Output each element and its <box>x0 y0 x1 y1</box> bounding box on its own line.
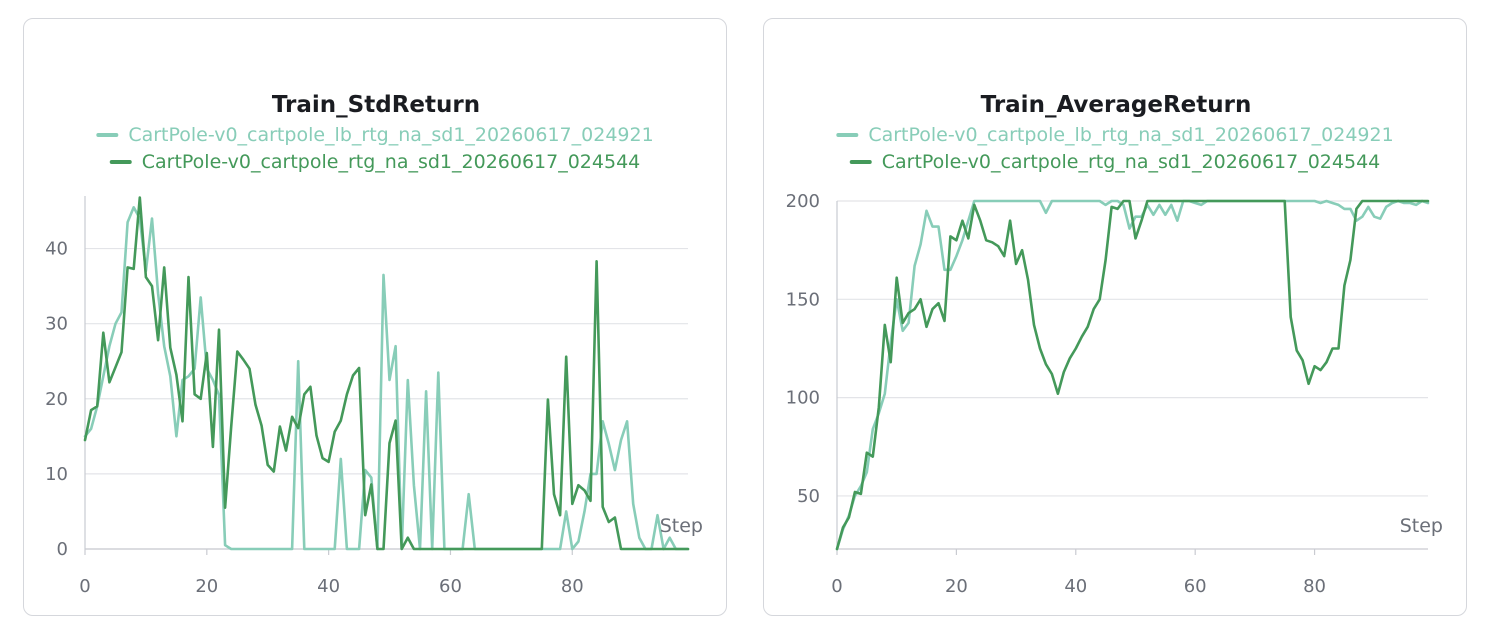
x-tick-label: 0 <box>831 576 842 597</box>
y-tick-label: 30 <box>45 314 68 335</box>
average-return-chart: Train_AverageReturn CartPole-v0_cartpole_… <box>786 92 1443 597</box>
chart-title: Train_AverageReturn <box>981 92 1252 118</box>
x-axis-label: Step <box>1400 515 1443 537</box>
y-tick-label: 200 <box>786 191 820 212</box>
x-tick-label: 0 <box>79 576 90 597</box>
x-tick-label: 80 <box>1303 576 1326 597</box>
y-tick-label: 100 <box>786 388 820 409</box>
series-line-2 <box>83 196 690 551</box>
x-axis-label: Step <box>660 515 703 537</box>
y-tick-label: 40 <box>45 239 68 260</box>
series-line-1 <box>835 199 1430 551</box>
chart-panel-average-return[interactable]: Train_AverageReturn CartPole-v0_cartpole_… <box>763 18 1467 616</box>
x-tick-label: 60 <box>1184 576 1207 597</box>
legend-item[interactable]: CartPole-v0_cartpole_rtg_na_sd1_20260617… <box>109 151 641 173</box>
legend-item[interactable]: CartPole-v0_cartpole_lb_rtg_na_sd1_20260… <box>96 124 654 146</box>
legend-label: CartPole-v0_cartpole_rtg_na_sd1_20260617… <box>882 151 1381 173</box>
x-tick-label: 60 <box>439 576 462 597</box>
legend-item[interactable]: CartPole-v0_cartpole_lb_rtg_na_sd1_20260… <box>836 124 1394 146</box>
y-tick-label: 150 <box>786 289 820 310</box>
x-tick-label: 40 <box>1064 576 1087 597</box>
legend-label: CartPole-v0_cartpole_lb_rtg_na_sd1_20260… <box>868 124 1393 146</box>
chart-panel-std-return[interactable]: Train_StdReturn CartPole-v0_cartpole_lb_r… <box>23 18 727 616</box>
y-tick-label: 0 <box>57 539 68 560</box>
x-tick-label: 20 <box>945 576 968 597</box>
legend-item[interactable]: CartPole-v0_cartpole_rtg_na_sd1_20260617… <box>849 151 1381 173</box>
x-tick-label: 80 <box>561 576 584 597</box>
std-return-chart: Train_StdReturn CartPole-v0_cartpole_lb_r… <box>45 92 703 597</box>
x-tick-label: 20 <box>195 576 218 597</box>
series-line-2 <box>835 199 1430 551</box>
chart-title: Train_StdReturn <box>272 92 480 118</box>
y-tick-label: 50 <box>797 486 820 507</box>
y-tick-label: 10 <box>45 464 68 485</box>
legend-label: CartPole-v0_cartpole_lb_rtg_na_sd1_20260… <box>128 124 653 146</box>
x-tick-label: 40 <box>317 576 340 597</box>
legend-label: CartPole-v0_cartpole_rtg_na_sd1_20260617… <box>142 151 641 173</box>
y-tick-label: 20 <box>45 389 68 410</box>
